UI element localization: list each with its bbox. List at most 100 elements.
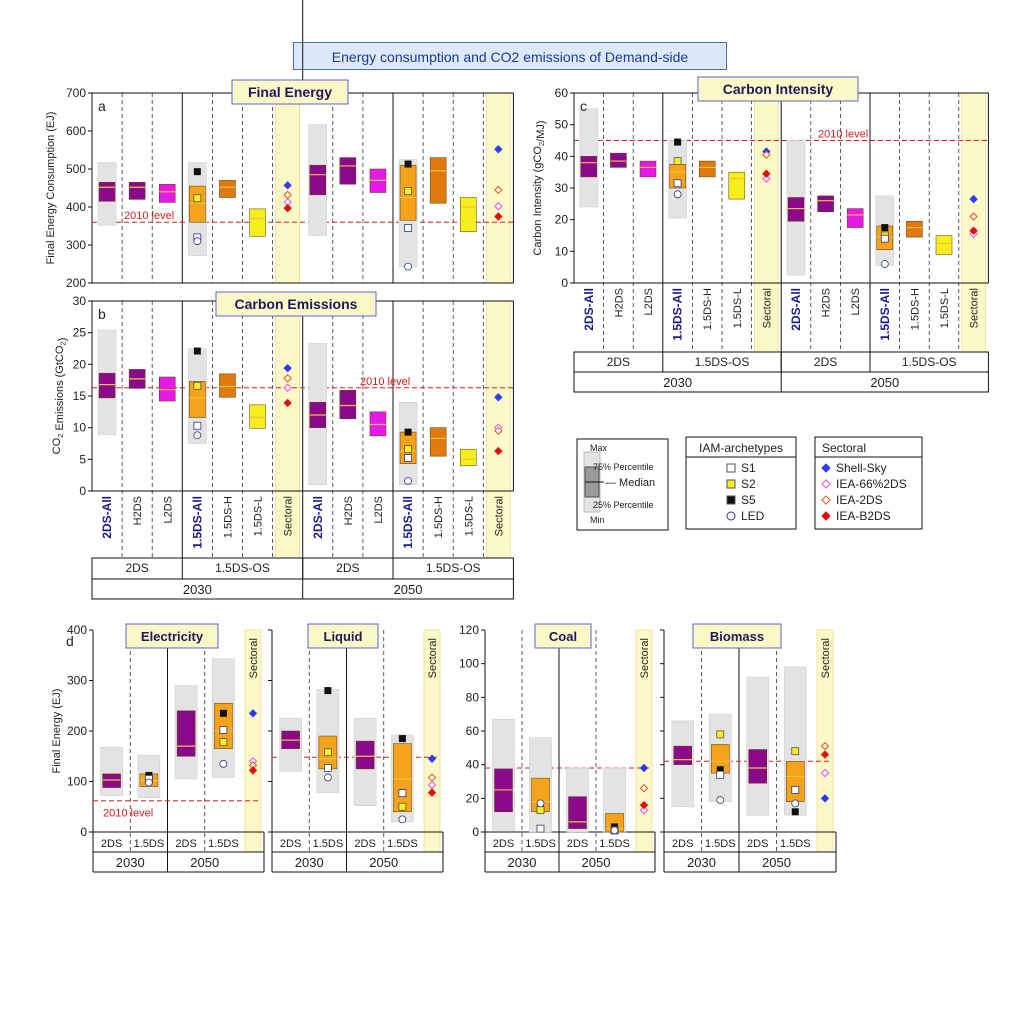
sectoral-shell-marker bbox=[283, 363, 292, 373]
sectoral-iea66-marker bbox=[283, 383, 292, 392]
s1-marker bbox=[193, 421, 202, 430]
category-label: 1.5DS-H bbox=[433, 496, 445, 538]
sectoral-iea2-marker bbox=[494, 426, 503, 436]
group-label: 2DS bbox=[125, 561, 148, 575]
s1-marker bbox=[716, 770, 725, 779]
sectoral-legend-label: Shell-Sky bbox=[836, 461, 887, 475]
category-label: H2DS bbox=[343, 496, 355, 525]
group-label: 1.5DS-OS bbox=[695, 355, 750, 369]
y-tick-label: 400 bbox=[67, 623, 87, 637]
s1-marker bbox=[673, 179, 682, 188]
iqr-box bbox=[309, 164, 326, 196]
sectoral-legend-marker bbox=[821, 463, 831, 473]
iqr-box bbox=[98, 182, 116, 202]
group-label: 2DS bbox=[607, 355, 630, 369]
sectoral-legend-title: Sectoral bbox=[822, 441, 866, 455]
sectoral-shell-marker bbox=[820, 794, 830, 803]
group-label: 2DS bbox=[336, 561, 359, 575]
category-label: 1.5DS-All bbox=[190, 496, 204, 549]
led-marker bbox=[144, 778, 153, 787]
s1-marker bbox=[404, 454, 412, 462]
led-marker bbox=[404, 262, 412, 271]
s5-marker bbox=[404, 428, 412, 436]
iqr-box bbox=[339, 390, 357, 420]
reference-label: 2010 level bbox=[360, 376, 410, 388]
s2-marker bbox=[323, 748, 332, 757]
iqr-box bbox=[176, 710, 196, 757]
reference-label: 2010 level bbox=[103, 808, 153, 820]
iqr-box bbox=[369, 411, 387, 437]
figure-title: Energy consumption and CO2 emissions of … bbox=[293, 42, 727, 70]
s1-marker bbox=[398, 789, 407, 798]
led-marker bbox=[193, 431, 202, 440]
sectoral-shell-marker bbox=[969, 194, 978, 204]
category-label: 2DS bbox=[567, 838, 588, 850]
led-marker bbox=[716, 796, 725, 804]
y-axis-label: Carbon Intensity (gCO2/MJ) bbox=[532, 120, 547, 255]
y-tick-label: 20 bbox=[555, 213, 569, 227]
s2-marker bbox=[791, 747, 800, 756]
s5-marker bbox=[193, 168, 201, 176]
iqr-box bbox=[159, 183, 176, 203]
legend-min: Min bbox=[590, 515, 605, 525]
year-label: 2030 bbox=[116, 855, 145, 870]
led-marker bbox=[880, 260, 889, 268]
category-label: Sectoral bbox=[761, 288, 773, 328]
led-marker bbox=[219, 759, 228, 768]
category-label: 2DS bbox=[747, 838, 768, 850]
category-label: H2DS bbox=[821, 288, 833, 317]
y-tick-label: 30 bbox=[555, 181, 569, 195]
category-label: 1.5DS bbox=[313, 838, 344, 850]
category-label: 1.5DS-All bbox=[401, 496, 415, 549]
category-label: 1.5DS-All bbox=[878, 288, 892, 341]
category-label: 2DS bbox=[354, 838, 375, 850]
category-label: 2DS-All bbox=[311, 496, 325, 539]
y-tick-label: 60 bbox=[466, 724, 480, 738]
iqr-box bbox=[249, 208, 266, 237]
iam-legend-title: IAM-archetypes bbox=[699, 441, 783, 455]
led-marker bbox=[610, 826, 619, 835]
sectoral-ieab2-marker bbox=[639, 800, 649, 810]
iqr-box bbox=[698, 160, 716, 178]
iqr-box bbox=[128, 182, 146, 200]
legend-p25: 25% Percentile bbox=[593, 500, 654, 510]
s1-marker bbox=[323, 763, 332, 772]
subpanel-title-box bbox=[125, 623, 219, 649]
legend-max: Max bbox=[590, 443, 608, 453]
iam-legend-label: LED bbox=[741, 509, 765, 523]
y-tick-label: 50 bbox=[555, 118, 569, 132]
y-tick-label: 40 bbox=[466, 758, 480, 772]
iqr-box bbox=[189, 381, 206, 418]
y-tick-label: 15 bbox=[73, 389, 87, 403]
y-tick-label: 500 bbox=[66, 162, 86, 176]
led-legend-marker bbox=[726, 511, 736, 521]
led-marker bbox=[193, 237, 202, 246]
panel-letter: d bbox=[66, 633, 74, 649]
iqr-box bbox=[568, 796, 587, 829]
category-label: 1.5DS bbox=[705, 838, 736, 850]
sectoral-shell-marker bbox=[283, 181, 292, 190]
panel-title: Carbon Intensity bbox=[723, 81, 834, 97]
subpanel-title: Biomass bbox=[710, 629, 764, 644]
year-label: 2050 bbox=[870, 375, 899, 390]
reference-label: 2010 level bbox=[124, 210, 174, 222]
s2-marker bbox=[673, 157, 682, 165]
y-tick-label: 25 bbox=[73, 326, 87, 340]
iqr-box bbox=[460, 448, 477, 466]
category-label: 2DS bbox=[101, 838, 122, 850]
category-label: Sectoral bbox=[969, 288, 981, 328]
y-tick-label: 60 bbox=[555, 86, 569, 100]
subpanel-title-box bbox=[307, 623, 379, 649]
iqr-box bbox=[393, 743, 412, 813]
panel-letter: b bbox=[98, 306, 106, 322]
sectoral-legend-label: IEA-B2DS bbox=[836, 509, 891, 523]
iqr-box bbox=[906, 221, 923, 238]
sectoral-label: Sectoral bbox=[820, 638, 832, 678]
y-tick-label: 40 bbox=[555, 149, 569, 163]
year-label: 2030 bbox=[508, 855, 537, 870]
iqr-box bbox=[673, 745, 692, 765]
year-label: 2030 bbox=[687, 855, 716, 870]
y-tick-label: 200 bbox=[67, 724, 87, 738]
sectoral-shell-marker bbox=[248, 709, 258, 718]
sectoral-legend-marker bbox=[821, 511, 831, 521]
